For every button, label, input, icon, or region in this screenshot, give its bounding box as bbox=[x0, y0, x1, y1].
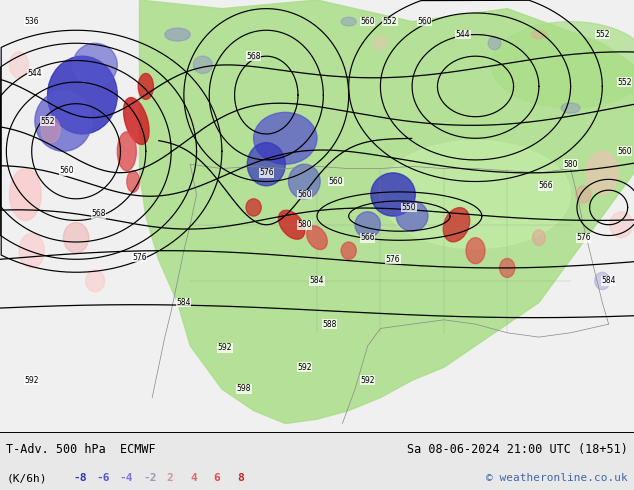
Text: -8: -8 bbox=[73, 473, 86, 483]
Ellipse shape bbox=[371, 173, 415, 216]
Ellipse shape bbox=[127, 171, 139, 192]
Ellipse shape bbox=[561, 103, 580, 113]
Text: © weatheronline.co.uk: © weatheronline.co.uk bbox=[486, 473, 628, 483]
Text: 592: 592 bbox=[361, 376, 375, 385]
Ellipse shape bbox=[278, 210, 305, 239]
Text: 566: 566 bbox=[360, 233, 375, 242]
Text: 584: 584 bbox=[602, 276, 616, 285]
Ellipse shape bbox=[19, 233, 44, 268]
Text: T-Adv. 500 hPa  ECMWF: T-Adv. 500 hPa ECMWF bbox=[6, 442, 156, 456]
Ellipse shape bbox=[595, 272, 610, 290]
Text: -4: -4 bbox=[120, 473, 133, 483]
Text: 2: 2 bbox=[167, 473, 174, 483]
Text: 536: 536 bbox=[24, 17, 39, 26]
Ellipse shape bbox=[533, 230, 545, 245]
Ellipse shape bbox=[586, 151, 618, 195]
Ellipse shape bbox=[63, 222, 89, 253]
Text: 592: 592 bbox=[218, 343, 232, 352]
Ellipse shape bbox=[500, 258, 515, 277]
Text: 8: 8 bbox=[237, 473, 244, 483]
Text: 588: 588 bbox=[323, 319, 337, 329]
Text: (K/6h): (K/6h) bbox=[6, 473, 47, 483]
Text: 580: 580 bbox=[564, 160, 578, 169]
Ellipse shape bbox=[41, 117, 60, 143]
Ellipse shape bbox=[374, 37, 387, 49]
Ellipse shape bbox=[531, 30, 547, 39]
Text: 576: 576 bbox=[576, 233, 591, 242]
Ellipse shape bbox=[10, 169, 41, 220]
Ellipse shape bbox=[610, 212, 633, 238]
Text: 566: 566 bbox=[538, 181, 553, 190]
Text: 6: 6 bbox=[214, 473, 221, 483]
Ellipse shape bbox=[124, 98, 149, 145]
Ellipse shape bbox=[73, 43, 117, 86]
Ellipse shape bbox=[138, 74, 153, 99]
Text: 580: 580 bbox=[297, 220, 311, 229]
Ellipse shape bbox=[443, 208, 470, 242]
Ellipse shape bbox=[35, 91, 92, 151]
Ellipse shape bbox=[246, 199, 261, 216]
Text: 560: 560 bbox=[360, 17, 375, 26]
Ellipse shape bbox=[576, 186, 591, 203]
Ellipse shape bbox=[341, 17, 356, 26]
Text: 550: 550 bbox=[401, 203, 417, 212]
Text: 552: 552 bbox=[41, 117, 55, 125]
Ellipse shape bbox=[165, 28, 190, 41]
Text: 544: 544 bbox=[27, 69, 42, 78]
Text: 598: 598 bbox=[237, 385, 251, 393]
Ellipse shape bbox=[355, 212, 380, 238]
Text: 552: 552 bbox=[618, 77, 631, 87]
Text: 584: 584 bbox=[177, 298, 191, 307]
Ellipse shape bbox=[247, 143, 285, 186]
Text: 552: 552 bbox=[383, 17, 397, 26]
Ellipse shape bbox=[10, 52, 29, 78]
Text: 592: 592 bbox=[25, 376, 39, 385]
Text: 544: 544 bbox=[455, 30, 470, 39]
Text: 560: 560 bbox=[59, 166, 74, 175]
Text: -6: -6 bbox=[96, 473, 110, 483]
Text: 592: 592 bbox=[297, 363, 311, 372]
Ellipse shape bbox=[341, 242, 356, 259]
Text: -2: -2 bbox=[143, 473, 157, 483]
Ellipse shape bbox=[48, 56, 117, 134]
Ellipse shape bbox=[491, 22, 634, 108]
Text: 560: 560 bbox=[417, 17, 432, 26]
Text: 568: 568 bbox=[247, 51, 261, 61]
Text: Sa 08-06-2024 21:00 UTC (18+51): Sa 08-06-2024 21:00 UTC (18+51) bbox=[407, 442, 628, 456]
Ellipse shape bbox=[288, 164, 320, 199]
Ellipse shape bbox=[254, 112, 317, 164]
Text: 568: 568 bbox=[91, 209, 105, 219]
Ellipse shape bbox=[466, 238, 485, 264]
Ellipse shape bbox=[117, 132, 136, 171]
Text: 552: 552 bbox=[595, 30, 609, 39]
Text: 560: 560 bbox=[297, 190, 312, 199]
Ellipse shape bbox=[86, 270, 105, 292]
Ellipse shape bbox=[193, 56, 212, 74]
Ellipse shape bbox=[396, 201, 428, 231]
Text: 576: 576 bbox=[385, 255, 401, 264]
Ellipse shape bbox=[488, 37, 501, 49]
Text: 4: 4 bbox=[190, 473, 197, 483]
Ellipse shape bbox=[380, 141, 571, 248]
Polygon shape bbox=[139, 0, 634, 423]
Text: 576: 576 bbox=[259, 169, 274, 177]
Ellipse shape bbox=[307, 226, 327, 249]
Text: 560: 560 bbox=[328, 177, 344, 186]
Text: 560: 560 bbox=[617, 147, 632, 156]
Text: 576: 576 bbox=[132, 253, 147, 262]
Text: 584: 584 bbox=[310, 276, 324, 285]
